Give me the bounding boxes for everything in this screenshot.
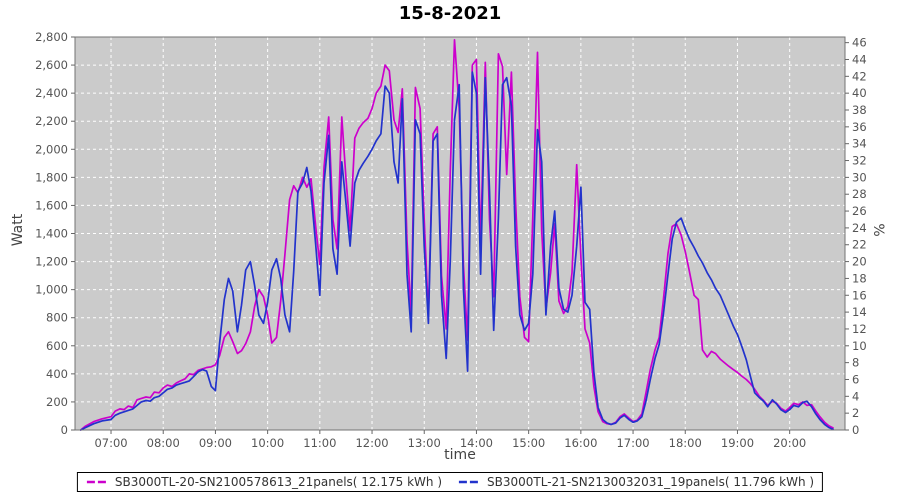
- y-right-tick-label: 10: [852, 339, 867, 353]
- y-right-tick-label: 34: [852, 137, 867, 151]
- x-tick-label: 19:00: [721, 436, 754, 450]
- y-left-tick-label: 0: [61, 423, 68, 437]
- x-tick-label: 16:00: [564, 436, 597, 450]
- legend-label-series-1: SB3000TL-20-SN2100578613_21panels( 12.17…: [114, 475, 442, 489]
- legend-label-series-2: SB3000TL-21-SN2130032031_19panels( 11.79…: [487, 475, 815, 489]
- x-tick-label: 17:00: [616, 436, 649, 450]
- x-tick-label: 09:00: [199, 436, 232, 450]
- legend: SB3000TL-20-SN2100578613_21panels( 12.17…: [76, 472, 824, 492]
- y-axis-label-percent: %: [870, 223, 886, 237]
- series-2-line-marker-icon: [459, 480, 481, 484]
- y-right-tick-label: 22: [852, 238, 867, 252]
- x-tick-label: 10:00: [251, 436, 284, 450]
- x-tick-label: 11:00: [303, 436, 336, 450]
- series-line-2: [79, 71, 834, 431]
- chart-title: 15-8-2021: [398, 3, 502, 24]
- y-left-tick-label: 1,200: [35, 255, 68, 269]
- y-right-tick-label: 18: [852, 271, 867, 285]
- plot-area: 02004006008001,0001,2001,4001,6001,8002,…: [35, 30, 867, 450]
- y-left-tick-label: 1,800: [35, 170, 68, 184]
- y-axis-label-watt: Watt: [10, 213, 26, 247]
- y-left-tick-label: 600: [46, 339, 68, 353]
- y-right-tick-label: 38: [852, 103, 867, 117]
- y-right-tick-label: 30: [852, 170, 867, 184]
- y-left-tick-label: 400: [46, 367, 68, 381]
- y-left-tick-label: 2,000: [35, 142, 68, 156]
- y-right-tick-label: 14: [852, 305, 867, 319]
- y-left-tick-label: 2,800: [35, 30, 68, 44]
- y-right-tick-label: 4: [852, 389, 859, 403]
- y-right-tick-label: 20: [852, 255, 867, 269]
- y-left-tick-label: 1,400: [35, 227, 68, 241]
- y-right-tick-label: 24: [852, 221, 867, 235]
- y-left-tick-label: 2,200: [35, 114, 68, 128]
- y-right-tick-label: 44: [852, 52, 867, 66]
- x-tick-label: 14:00: [460, 436, 493, 450]
- y-right-tick-label: 32: [852, 154, 867, 168]
- y-right-tick-label: 12: [852, 322, 867, 336]
- y-right-tick-label: 40: [852, 86, 867, 100]
- x-tick-label: 12:00: [355, 436, 388, 450]
- y-left-tick-label: 2,600: [35, 58, 68, 72]
- y-right-tick-label: 36: [852, 120, 867, 134]
- y-right-tick-label: 2: [852, 406, 859, 420]
- y-left-tick-label: 200: [46, 395, 68, 409]
- y-right-tick-label: 6: [852, 372, 859, 386]
- legend-item-inverter-20: SB3000TL-20-SN2100578613_21panels( 12.17…: [86, 475, 442, 489]
- y-left-tick-label: 1,000: [35, 283, 68, 297]
- y-right-tick-label: 46: [852, 36, 867, 50]
- y-left-tick-label: 2,400: [35, 86, 68, 100]
- y-right-tick-label: 26: [852, 204, 867, 218]
- x-tick-label: 20:00: [773, 436, 806, 450]
- x-tick-label: 08:00: [147, 436, 180, 450]
- x-axis-label-time: time: [444, 447, 476, 463]
- legend-item-inverter-21: SB3000TL-21-SN2130032031_19panels( 11.79…: [458, 475, 814, 489]
- y-right-tick-label: 0: [852, 423, 859, 437]
- y-right-tick-label: 8: [852, 356, 859, 370]
- y-left-tick-label: 1,600: [35, 198, 68, 212]
- y-right-tick-label: 16: [852, 288, 867, 302]
- x-tick-label: 18:00: [669, 436, 702, 450]
- x-tick-label: 15:00: [512, 436, 545, 450]
- y-right-tick-label: 28: [852, 187, 867, 201]
- y-right-tick-label: 42: [852, 69, 867, 83]
- x-tick-label: 13:00: [408, 436, 441, 450]
- series-1-line-marker-icon: [86, 480, 109, 484]
- x-tick-label: 07:00: [94, 436, 127, 450]
- y-left-tick-label: 800: [46, 311, 68, 325]
